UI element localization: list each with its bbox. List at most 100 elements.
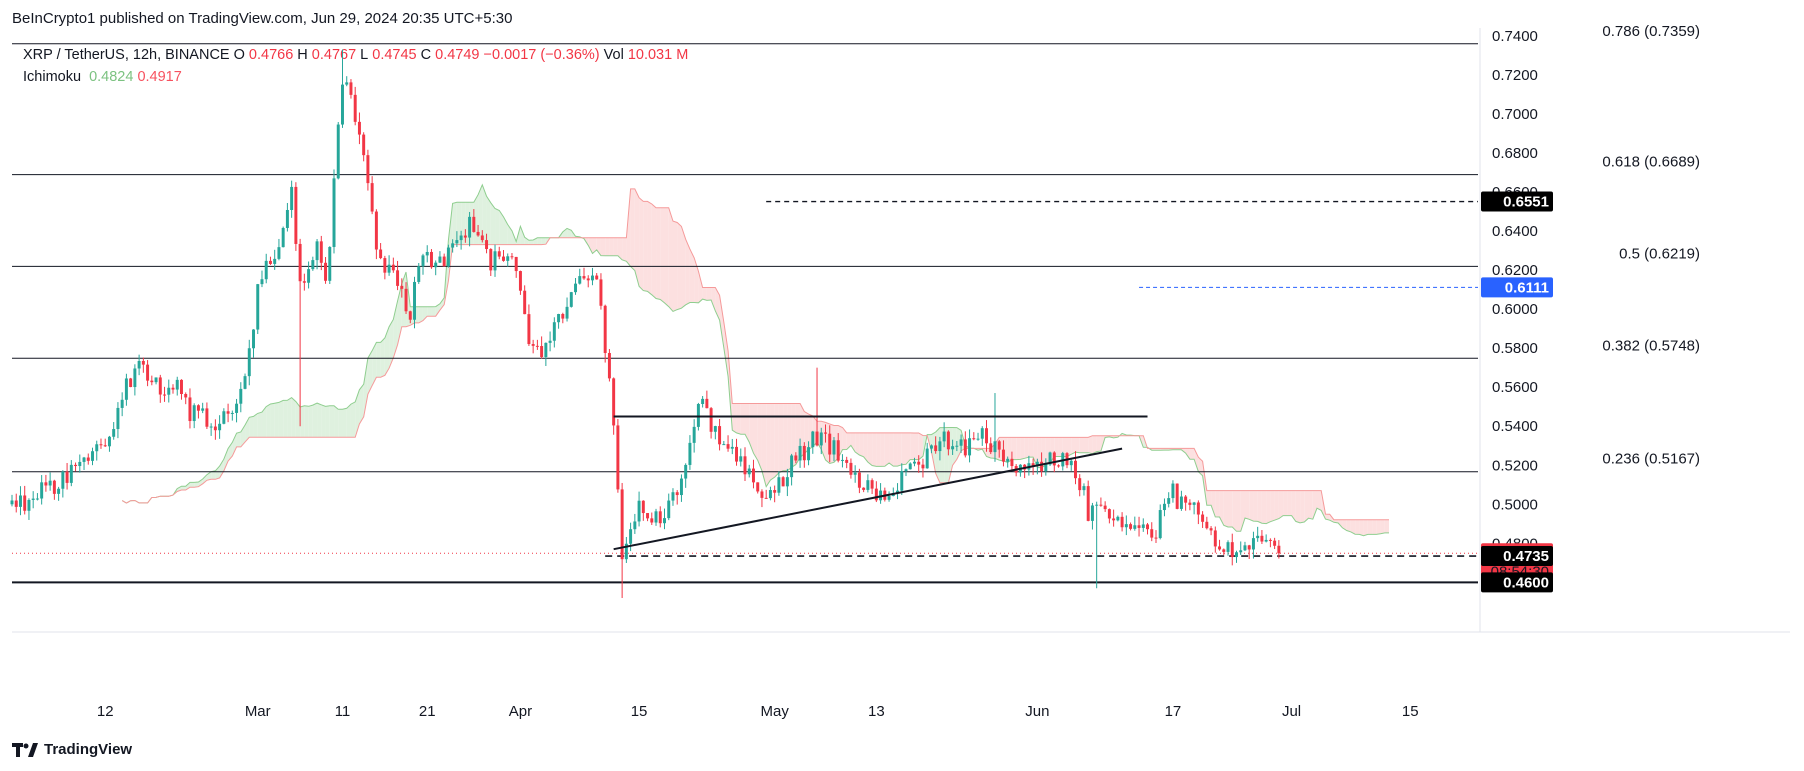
candle-body	[285, 209, 289, 228]
candle-body	[124, 378, 128, 400]
candle-body	[692, 426, 696, 443]
candle-body	[1268, 539, 1272, 541]
candle-body	[264, 260, 268, 280]
candle	[1057, 464, 1061, 468]
fib-level-label: 0.5 (0.6219)	[1619, 245, 1700, 262]
cloud-segment	[901, 432, 907, 465]
candle	[1175, 483, 1179, 510]
cloud-segment	[1075, 437, 1080, 453]
cloud-segment	[626, 188, 631, 267]
candle-body	[1146, 524, 1149, 530]
cloud-segment	[1236, 490, 1241, 532]
cloud-segment	[1067, 437, 1072, 457]
candle-body	[735, 446, 739, 462]
ichimoku-label[interactable]: Ichimoku	[23, 69, 82, 85]
candle	[722, 440, 726, 446]
candle	[1256, 526, 1260, 542]
candle	[362, 132, 366, 162]
candle	[951, 439, 955, 455]
cloud-segment	[537, 237, 542, 245]
candle	[523, 285, 527, 315]
candle	[455, 231, 459, 248]
x-tick-label: Mar	[245, 703, 271, 720]
candle	[1192, 501, 1196, 515]
candle-body	[739, 456, 743, 462]
candle	[86, 453, 90, 465]
candle-body	[866, 480, 870, 490]
candle-body	[701, 398, 705, 404]
candle	[603, 304, 607, 363]
candle-body	[1048, 452, 1052, 465]
candle	[654, 508, 658, 526]
candle-body	[434, 262, 438, 268]
candle-body	[247, 348, 251, 377]
cloud-segment	[711, 287, 716, 311]
candle	[590, 267, 594, 286]
candle-body	[1162, 503, 1166, 511]
candle	[1090, 502, 1094, 530]
candle	[18, 486, 22, 516]
candle	[900, 463, 904, 496]
cloud-segment	[194, 481, 199, 488]
candle-body	[989, 443, 993, 453]
cloud-segment	[1355, 519, 1360, 535]
tradingview-logo[interactable]: TradingView	[12, 741, 132, 758]
candle	[1146, 522, 1149, 535]
candle-body	[637, 500, 641, 522]
cloud-segment	[427, 306, 432, 317]
candle-body	[832, 440, 836, 455]
candle-body	[1179, 496, 1183, 509]
candle-body	[1167, 498, 1171, 504]
candle-body	[756, 482, 760, 492]
cloud-segment	[524, 237, 529, 245]
cloud-segment	[329, 405, 335, 438]
cloud-segment	[1291, 490, 1296, 522]
candle	[480, 230, 484, 243]
candle	[1107, 508, 1111, 524]
candle-body	[548, 340, 552, 343]
cloud-segment	[766, 403, 771, 487]
cloud-segment	[770, 403, 775, 481]
candle-body	[52, 480, 56, 494]
candle	[544, 342, 548, 367]
cloud-segment	[300, 405, 305, 438]
candle-body	[196, 405, 200, 411]
candle	[925, 442, 929, 469]
candle-body	[421, 255, 425, 267]
candle-body	[688, 442, 692, 465]
candle-body	[205, 408, 209, 427]
candle	[294, 182, 298, 251]
candle-body	[658, 511, 662, 524]
cloud-segment	[643, 201, 648, 292]
candle-body	[175, 379, 179, 390]
candle	[400, 278, 404, 298]
candle-body	[74, 464, 78, 467]
candlesticks	[10, 49, 1281, 598]
cloud-segment	[1202, 461, 1207, 506]
cloud-segment	[274, 402, 279, 438]
candle-body	[374, 211, 378, 250]
candle-body	[718, 426, 722, 445]
candle-body	[968, 438, 972, 456]
fib-level-label: 0.382 (0.5748)	[1602, 337, 1700, 354]
cloud-segment	[1219, 490, 1224, 526]
price-tag-label: 0.4735	[1503, 548, 1549, 565]
ichimoku-cloud	[122, 184, 1390, 536]
candle-body	[840, 459, 844, 461]
candle-body	[679, 478, 683, 496]
volume-value: 10.031 M	[627, 47, 689, 63]
candle-body	[103, 445, 107, 447]
cloud-segment	[1253, 490, 1258, 522]
cloud-segment	[1041, 437, 1046, 468]
candle	[472, 209, 476, 233]
price-tag-label: 0.6111	[1505, 279, 1549, 296]
symbol-label[interactable]: XRP / TetherUS, 12h, BINANCE	[23, 47, 230, 63]
candle	[387, 255, 391, 276]
candle-body	[91, 451, 94, 461]
candle-body	[925, 448, 929, 469]
candle-body	[379, 249, 383, 259]
ohlc-row: XRP / TetherUS, 12h, BINANCE O 0.4766 H 0.…	[23, 44, 688, 66]
cloud-segment	[910, 432, 915, 460]
candle-body	[1273, 540, 1277, 546]
